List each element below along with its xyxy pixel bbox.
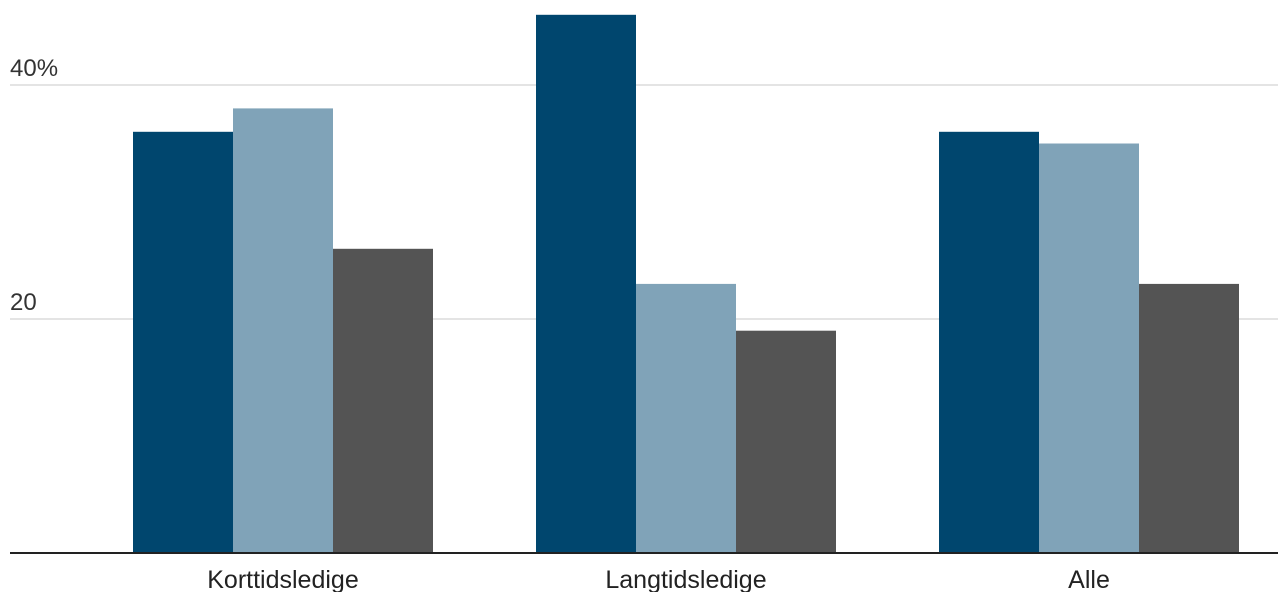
x-category-label-korttidsledige: Korttidsledige: [207, 566, 358, 592]
bar-korttidsledige-series-3: [333, 248, 433, 554]
y-tick-label-40: 40%: [10, 55, 58, 82]
bars: [133, 14, 1239, 554]
bar-alle-series-1: [939, 131, 1039, 554]
bar-langtidsledige-series-2: [636, 283, 736, 553]
labels: 20 40% Korttidsledige Langtidsledige Alle: [10, 55, 1110, 592]
bar-korttidsledige-series-2: [233, 108, 333, 554]
bar-langtidsledige-series-3: [736, 330, 836, 553]
x-category-label-langtidsledige: Langtidsledige: [605, 566, 766, 592]
bar-korttidsledige-series-1: [133, 131, 233, 554]
y-tick-label-20: 20: [10, 289, 37, 316]
bar-alle-series-3: [1139, 283, 1239, 553]
bar-langtidsledige-series-1: [536, 14, 636, 554]
bar-alle-series-2: [1039, 143, 1139, 553]
x-category-label-alle: Alle: [1068, 566, 1110, 592]
